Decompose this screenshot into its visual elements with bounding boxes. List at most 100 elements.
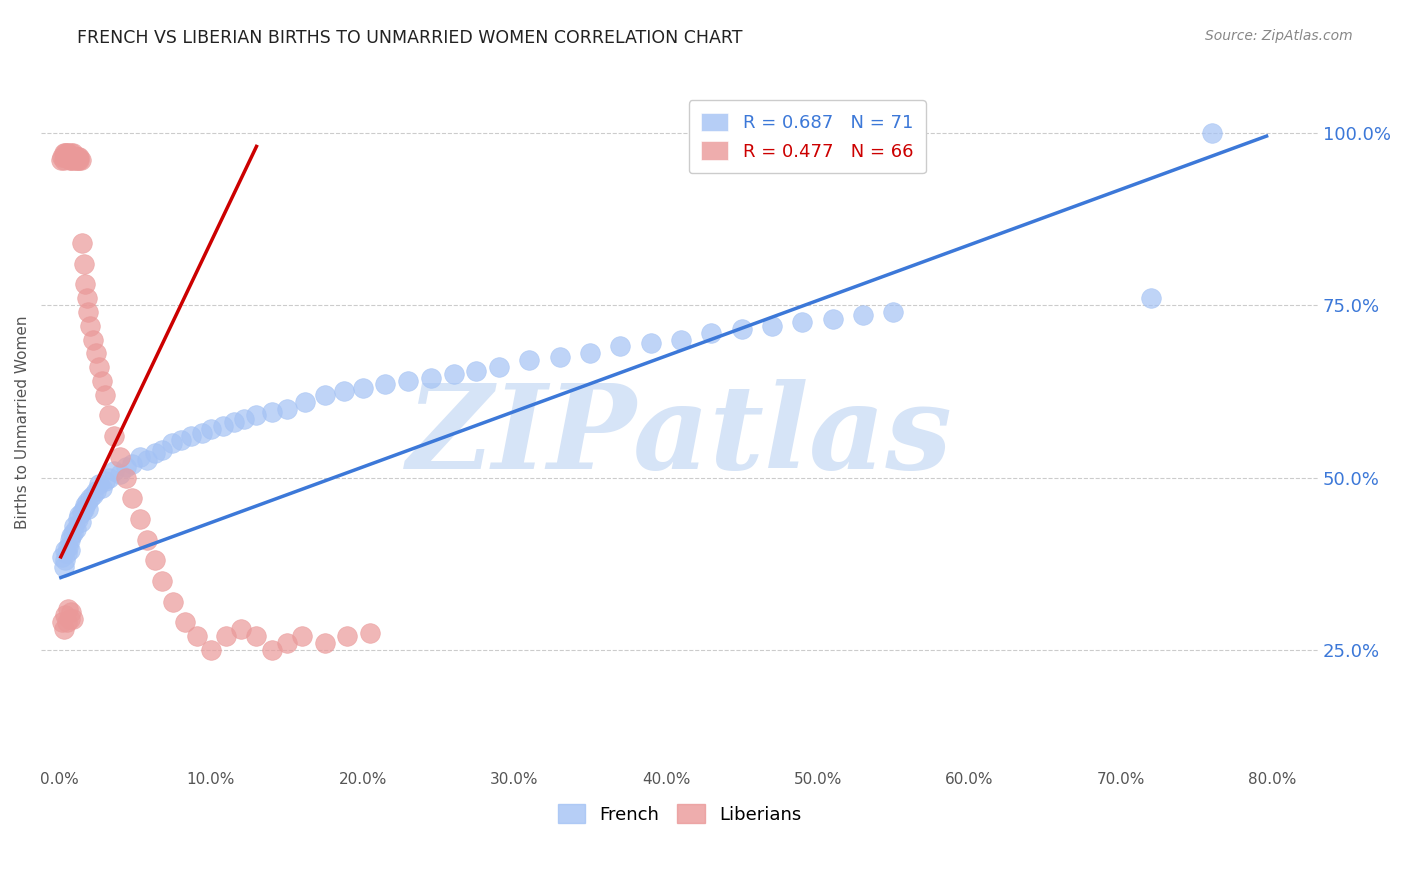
Point	[419, 370, 441, 384]
Point	[70, 505, 93, 519]
Point	[396, 374, 419, 388]
Point	[143, 553, 166, 567]
Point	[77, 501, 100, 516]
Point	[115, 460, 138, 475]
Point	[108, 450, 131, 464]
Point	[260, 405, 283, 419]
Point	[66, 512, 89, 526]
Point	[58, 540, 80, 554]
Point	[121, 457, 143, 471]
Point	[443, 367, 465, 381]
Point	[62, 150, 84, 164]
Point	[115, 470, 138, 484]
Text: FRENCH VS LIBERIAN BIRTHS TO UNMARRIED WOMEN CORRELATION CHART: FRENCH VS LIBERIAN BIRTHS TO UNMARRIED W…	[77, 29, 742, 46]
Point	[72, 257, 94, 271]
Point	[336, 629, 359, 643]
Point	[63, 150, 86, 164]
Point	[77, 305, 100, 319]
Point	[314, 636, 336, 650]
Point	[294, 394, 316, 409]
Point	[65, 150, 87, 164]
Point	[186, 629, 208, 643]
Legend: French, Liberians: French, Liberians	[558, 805, 801, 824]
Point	[792, 315, 814, 329]
Point	[84, 346, 107, 360]
Point	[82, 333, 104, 347]
Point	[69, 516, 91, 530]
Point	[53, 553, 76, 567]
Point	[52, 622, 75, 636]
Point	[49, 153, 72, 168]
Point	[519, 353, 541, 368]
Point	[62, 525, 84, 540]
Point	[52, 146, 75, 161]
Point	[488, 360, 510, 375]
Point	[63, 518, 86, 533]
Point	[59, 612, 82, 626]
Point	[98, 409, 121, 423]
Point	[63, 153, 86, 168]
Point	[548, 350, 571, 364]
Point	[108, 467, 131, 481]
Point	[90, 481, 112, 495]
Point	[60, 146, 83, 161]
Point	[51, 150, 73, 164]
Point	[70, 235, 93, 250]
Point	[53, 150, 76, 164]
Point	[152, 574, 174, 588]
Point	[231, 622, 253, 636]
Point	[51, 549, 73, 564]
Point	[67, 508, 90, 523]
Point	[62, 612, 84, 626]
Point	[87, 360, 110, 375]
Point	[60, 153, 83, 168]
Point	[60, 605, 83, 619]
Point	[761, 318, 783, 333]
Point	[245, 629, 267, 643]
Point	[314, 388, 336, 402]
Point	[75, 277, 97, 292]
Point	[53, 608, 76, 623]
Point	[162, 595, 184, 609]
Point	[1140, 291, 1163, 305]
Point	[103, 429, 125, 443]
Point	[200, 643, 222, 657]
Point	[53, 146, 76, 161]
Point	[67, 150, 90, 164]
Point	[276, 636, 298, 650]
Point	[65, 522, 87, 536]
Point	[87, 477, 110, 491]
Point	[128, 450, 150, 464]
Point	[82, 488, 104, 502]
Point	[59, 543, 82, 558]
Point	[59, 153, 82, 168]
Point	[160, 436, 183, 450]
Point	[700, 326, 723, 340]
Point	[79, 491, 101, 506]
Point	[56, 146, 79, 161]
Point	[180, 429, 202, 443]
Point	[136, 453, 159, 467]
Point	[69, 153, 91, 168]
Point	[233, 412, 256, 426]
Point	[852, 309, 875, 323]
Point	[59, 150, 82, 164]
Point	[152, 442, 174, 457]
Y-axis label: Births to Unmarried Women: Births to Unmarried Women	[15, 316, 30, 529]
Point	[66, 150, 89, 164]
Point	[352, 381, 374, 395]
Point	[58, 150, 80, 164]
Point	[291, 629, 314, 643]
Point	[200, 422, 222, 436]
Point	[821, 311, 844, 326]
Point	[103, 464, 125, 478]
Point	[669, 333, 692, 347]
Point	[90, 374, 112, 388]
Point	[58, 601, 80, 615]
Point	[76, 494, 98, 508]
Point	[60, 529, 83, 543]
Point	[136, 533, 159, 547]
Point	[333, 384, 356, 399]
Point	[79, 318, 101, 333]
Point	[76, 291, 98, 305]
